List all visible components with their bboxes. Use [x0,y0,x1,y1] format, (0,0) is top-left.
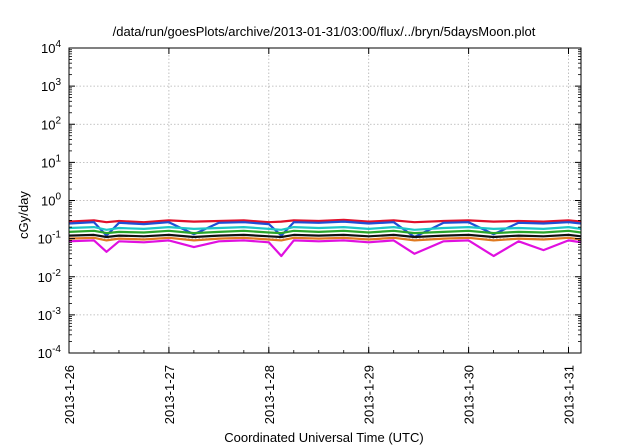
y-tick-labels: 10-4 10-3 10-2 10-1 100 101 102 103 104 [38,39,62,361]
series-line-4 [68,229,582,235]
ticks [68,47,581,354]
series-line-5 [68,233,582,239]
y-axis-label: cGy/day [16,191,31,239]
y-tick-label: 104 [41,39,61,56]
y-tick-label: 103 [41,77,61,94]
y-tick-label: 100 [41,192,61,209]
y-tick-label: 10-3 [38,306,62,323]
x-tick-label: 2013-1-27 [162,365,177,424]
series-line-6 [68,236,582,242]
x-tick-labels: 2013-1-26 2013-1-27 2013-1-28 2013-1-29 2013… [62,365,577,424]
y-tick-label: 10-4 [38,344,62,361]
x-tick-label: 2013-1-29 [362,365,377,424]
series-line-1 [68,218,582,224]
y-tick-label: 10-1 [38,230,62,247]
x-axis-label: Coordinated Universal Time (UTC) [224,430,423,445]
x-tick-label: 2013-1-30 [462,365,477,424]
grid [68,48,581,353]
series-line-7 [68,239,582,258]
y-tick-label: 102 [41,115,61,132]
x-tick-label: 2013-1-26 [62,365,77,424]
series-line-3 [68,226,582,231]
x-tick-label: 2013-1-28 [262,365,277,424]
series-layer [68,218,582,258]
chart-title: /data/run/goesPlots/archive/2013-01-31/0… [113,24,536,39]
y-tick-label: 101 [41,153,61,170]
y-tick-label: 10-2 [38,268,62,285]
x-tick-label: 2013-1-31 [562,365,577,424]
